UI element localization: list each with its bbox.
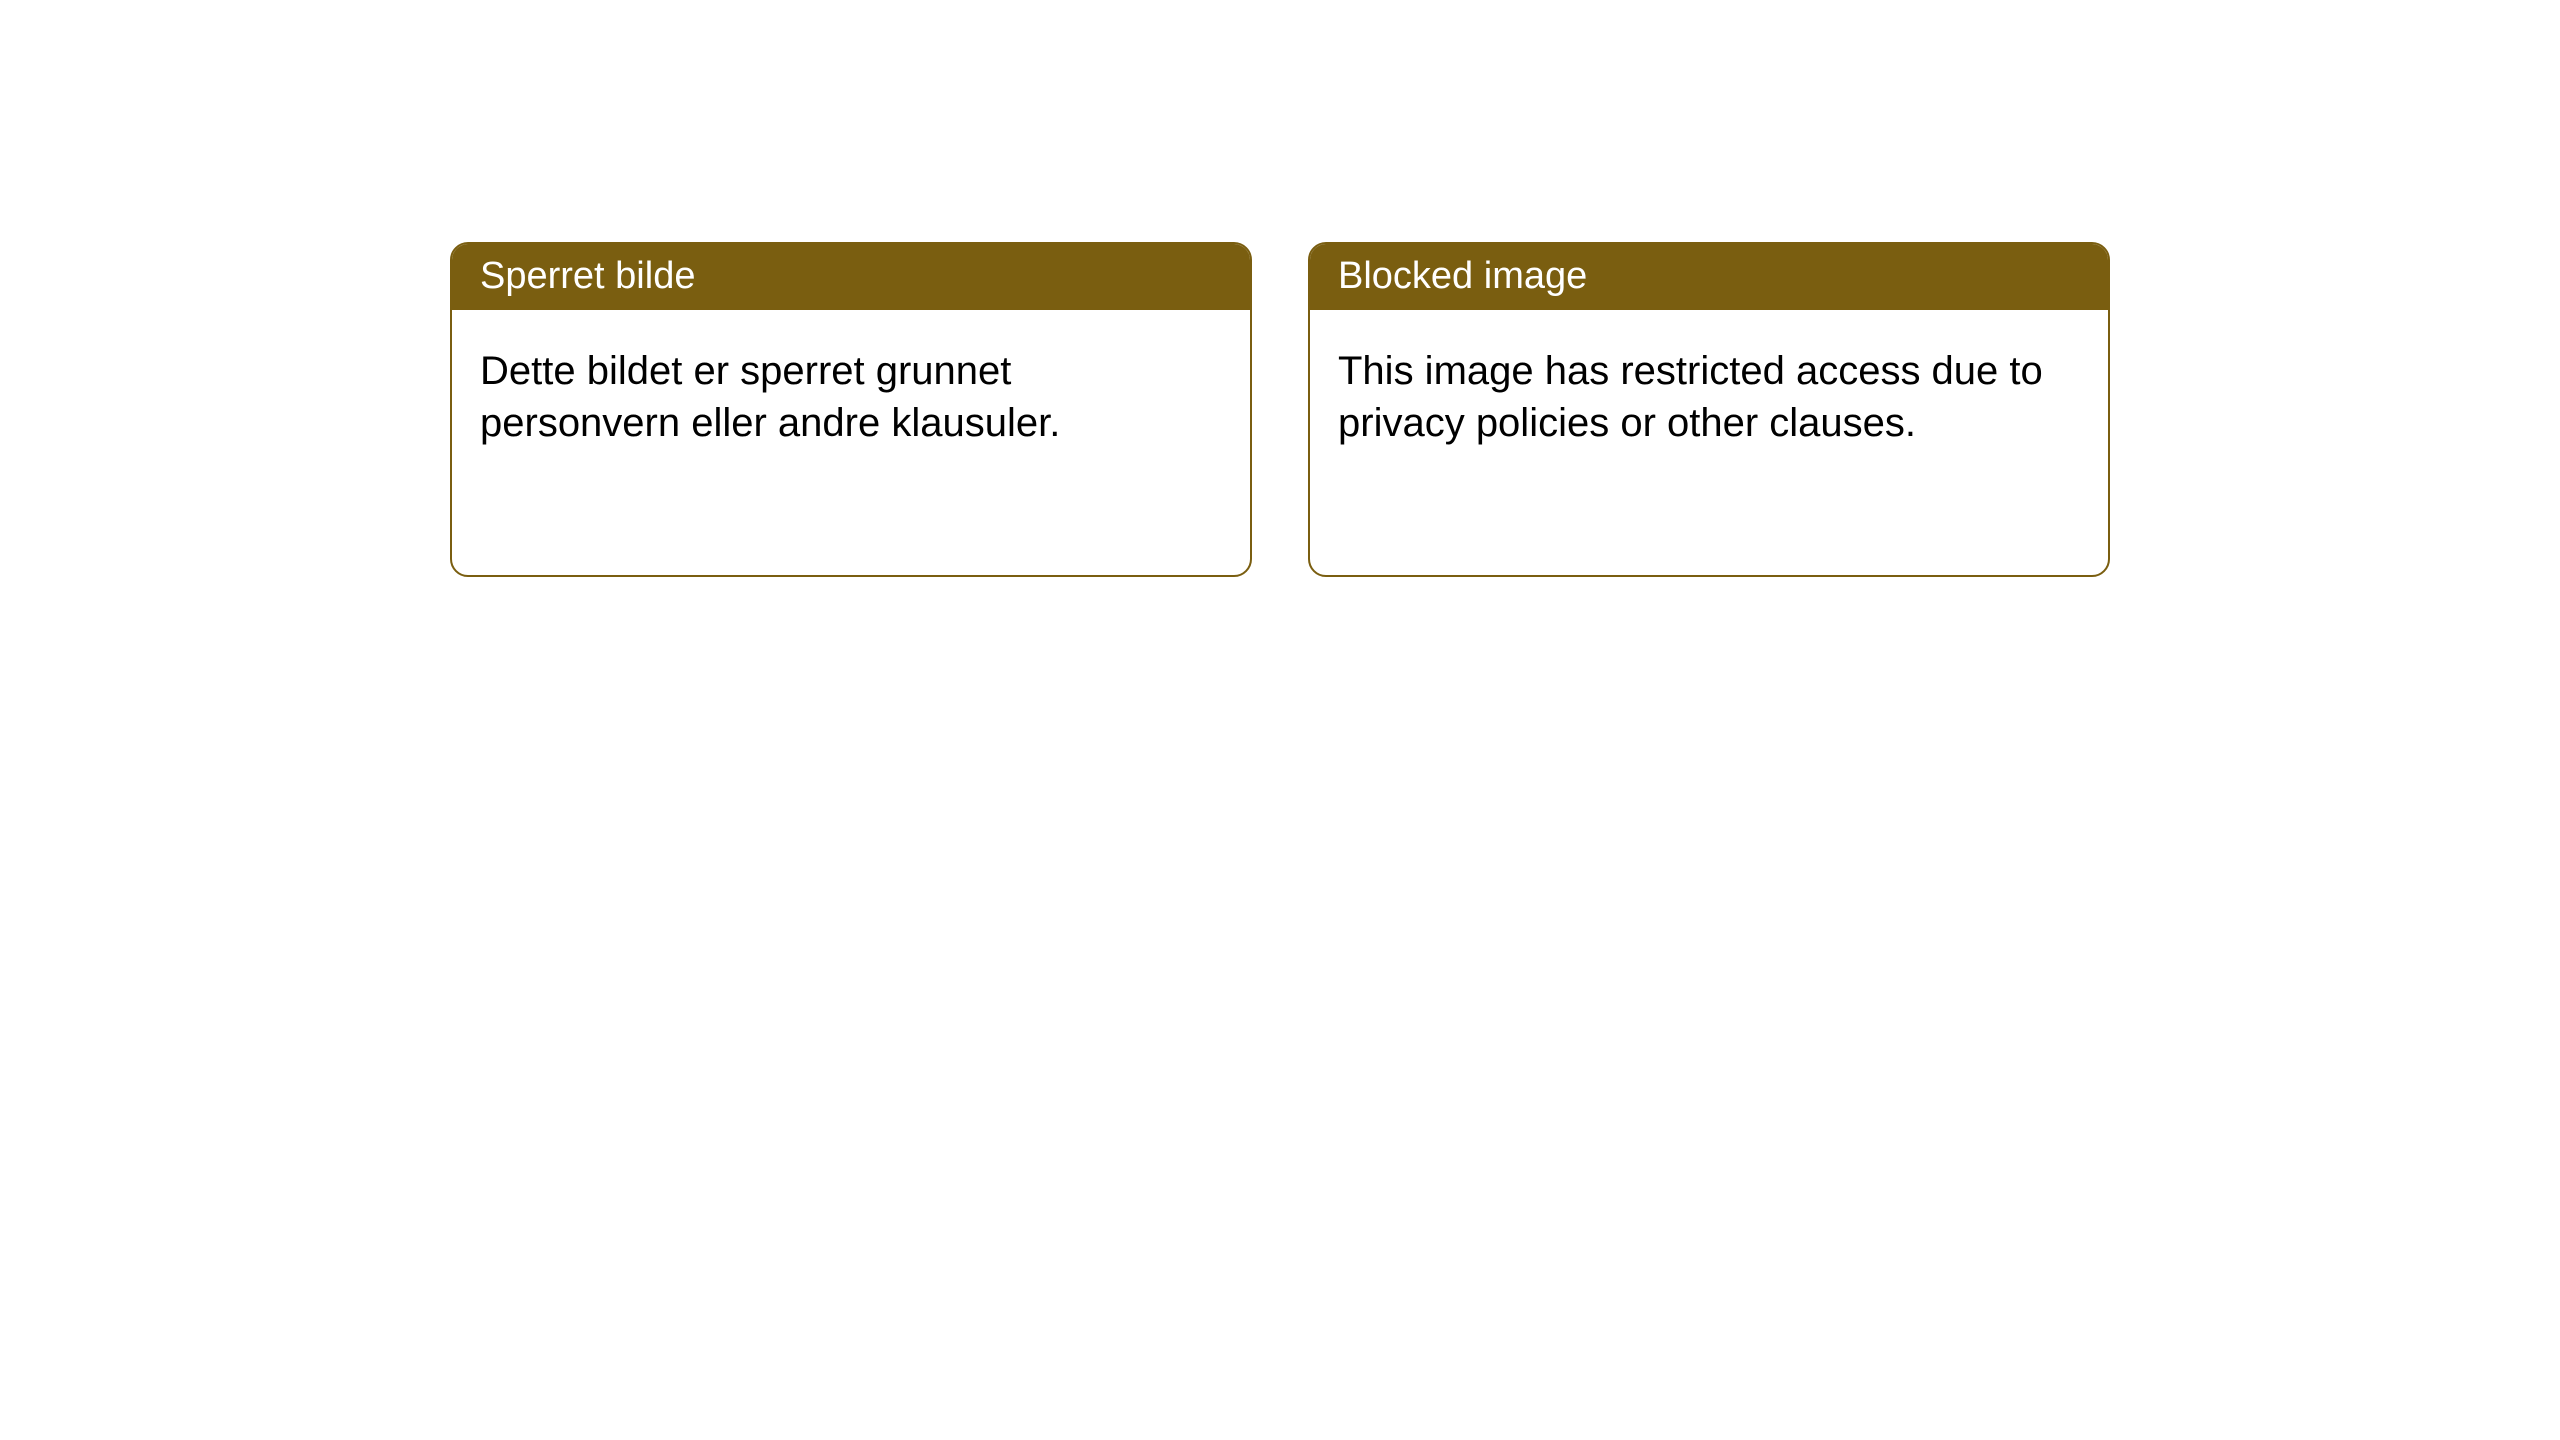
blocked-image-notice-container: Sperret bilde Dette bildet er sperret gr… bbox=[450, 242, 2110, 577]
blocked-image-card-english: Blocked image This image has restricted … bbox=[1308, 242, 2110, 577]
card-title: Sperret bilde bbox=[452, 244, 1250, 310]
blocked-image-card-norwegian: Sperret bilde Dette bildet er sperret gr… bbox=[450, 242, 1252, 577]
card-title: Blocked image bbox=[1310, 244, 2108, 310]
card-body-text: Dette bildet er sperret grunnet personve… bbox=[452, 310, 1250, 484]
card-body-text: This image has restricted access due to … bbox=[1310, 310, 2108, 484]
